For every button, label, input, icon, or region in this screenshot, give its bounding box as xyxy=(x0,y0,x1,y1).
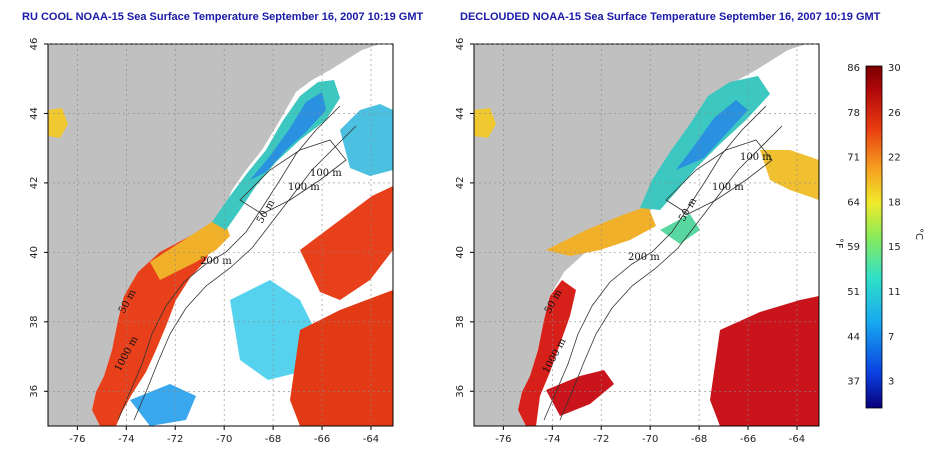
lon-tick-label: -72 xyxy=(167,434,183,445)
right-map-frame xyxy=(473,43,820,427)
celsius-tick-label: 3 xyxy=(888,377,894,388)
lon-tick-label: -70 xyxy=(216,434,232,445)
lat-tick-label: 38 xyxy=(29,315,40,328)
lat-tick-label: 42 xyxy=(29,177,40,190)
lon-tick-label: -70 xyxy=(642,434,658,445)
shelf-sst-yellow xyxy=(150,214,230,280)
celsius-tick-label: 30 xyxy=(888,63,901,74)
celsius-tick-label: 18 xyxy=(888,197,901,208)
shelf-warm-patch xyxy=(760,150,819,200)
lon-tick-label: -76 xyxy=(495,434,511,445)
lon-tick-label: -64 xyxy=(789,434,805,445)
contour-label: 100 m xyxy=(740,152,772,163)
left-map-title: RU COOL NOAA-15 Sea Surface Temperature … xyxy=(22,11,424,23)
cold-water-patch xyxy=(250,92,326,180)
fahrenheit-tick-label: 64 xyxy=(847,197,860,208)
fahrenheit-tick-label: 37 xyxy=(847,377,860,388)
scotian-shelf-sst xyxy=(340,104,393,176)
fahrenheit-tick-label: 86 xyxy=(847,63,860,74)
colorbar-ticks: 86 78 71 64 59 51 44 37 30 26 22 18 15 11 7 3 xyxy=(847,63,900,388)
lon-tick-label: -68 xyxy=(265,434,281,445)
isobath-contour xyxy=(665,139,773,215)
right-map-panel xyxy=(474,44,819,426)
fahrenheit-label: °F xyxy=(833,238,844,249)
left-map-panel xyxy=(48,44,393,426)
fahrenheit-tick-label: 59 xyxy=(847,242,860,253)
fahrenheit-tick-label: 78 xyxy=(847,108,860,119)
lon-tick-label: -64 xyxy=(363,434,379,445)
gulf-stream-patch xyxy=(290,290,393,426)
celsius-tick-label: 15 xyxy=(888,242,901,253)
temperature-colorbar xyxy=(865,65,883,409)
lon-tick-label: -68 xyxy=(691,434,707,445)
left-gridlines xyxy=(48,43,393,426)
lat-tick-label: 44 xyxy=(29,107,40,120)
lon-tick-label: -66 xyxy=(314,434,330,445)
right-axis-ticks: -76 -74 -72 -70 -68 -66 -64 36 38 40 42 44 46 xyxy=(455,38,805,445)
lat-tick-label: 42 xyxy=(455,177,466,190)
contour-label: 100 m xyxy=(288,182,320,193)
lat-tick-label: 36 xyxy=(29,385,40,398)
lat-tick-label: 46 xyxy=(455,38,466,51)
isobath-contour xyxy=(239,139,347,215)
lake-patch xyxy=(48,108,68,138)
lon-tick-label: -74 xyxy=(118,434,134,445)
celsius-label: °C xyxy=(913,228,924,240)
cold-water-patch xyxy=(676,100,748,170)
lat-tick-label: 36 xyxy=(455,385,466,398)
lat-tick-label: 38 xyxy=(455,315,466,328)
celsius-tick-label: 22 xyxy=(888,153,901,164)
celsius-tick-label: 26 xyxy=(888,108,901,119)
southern-warm-patch xyxy=(546,370,614,416)
offshore-warm-patch xyxy=(300,186,393,300)
lat-tick-label: 46 xyxy=(29,38,40,51)
isobath-contour xyxy=(543,105,767,421)
contour-label: 200 m xyxy=(200,256,232,267)
isobath-contour xyxy=(133,125,357,421)
coastal-sst-warm xyxy=(518,280,576,426)
lat-tick-label: 44 xyxy=(455,107,466,120)
left-map-frame xyxy=(47,43,394,427)
left-axis-ticks: -76 -74 -72 -70 -68 -66 -64 36 38 40 42 44 46 xyxy=(29,38,379,445)
contour-label: 100 m xyxy=(310,168,342,179)
shelf-green-patch xyxy=(660,214,700,244)
contour-label: 100 m xyxy=(712,182,744,193)
gulf-stream-patch xyxy=(710,296,819,426)
lon-tick-label: -72 xyxy=(593,434,609,445)
right-map-title: DECLOUDED NOAA-15 Sea Surface Temperatur… xyxy=(460,11,881,23)
celsius-tick-label: 7 xyxy=(888,332,894,343)
lon-tick-label: -76 xyxy=(69,434,85,445)
lon-tick-label: -66 xyxy=(740,434,756,445)
lat-tick-label: 40 xyxy=(29,246,40,259)
isobath-contour xyxy=(117,105,341,421)
lat-tick-label: 40 xyxy=(455,246,466,259)
celsius-tick-label: 11 xyxy=(888,287,901,298)
lon-tick-label: -74 xyxy=(544,434,560,445)
lake-patch xyxy=(474,108,496,138)
isobath-contour xyxy=(559,125,783,421)
fahrenheit-tick-label: 51 xyxy=(847,287,860,298)
contour-label: 200 m xyxy=(628,252,660,263)
southern-cool-patch xyxy=(130,384,196,426)
right-gridlines xyxy=(474,43,819,426)
coastal-sst-warm xyxy=(92,230,214,426)
fahrenheit-tick-label: 44 xyxy=(847,332,860,343)
fahrenheit-tick-label: 71 xyxy=(847,153,860,164)
